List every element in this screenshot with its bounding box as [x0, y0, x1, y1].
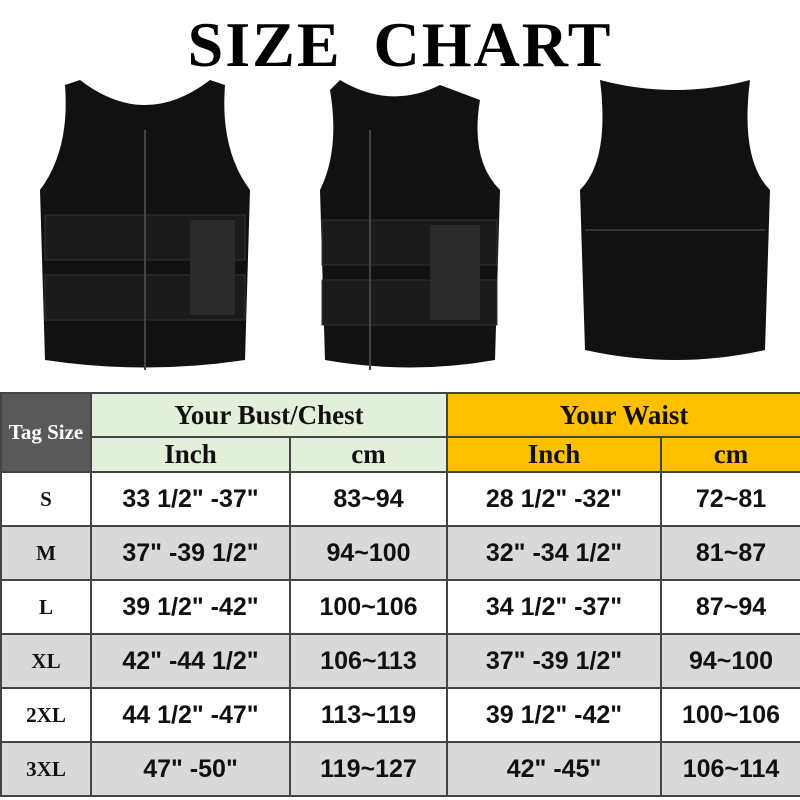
bust-inch-cell: 37" -39 1/2": [90, 525, 291, 581]
size-cell: 3XL: [0, 741, 92, 797]
bust-cm-cell: 106~113: [288, 633, 449, 689]
waist-inch-cell: 32" -34 1/2": [446, 525, 663, 581]
waist-inch-cell: 39 1/2" -42": [446, 687, 663, 743]
waist-cm-cell: 72~81: [660, 471, 800, 527]
bust-cm-cell: 100~106: [288, 579, 449, 635]
size-cell: 2XL: [0, 687, 92, 743]
bust-cm-cell: 119~127: [288, 741, 449, 797]
waist-cm-header: cm: [660, 436, 800, 473]
waist-cm-cell: 100~106: [660, 687, 800, 743]
table-row: S 33 1/2" -37" 83~94 28 1/2" -32" 72~81: [0, 471, 800, 527]
bust-cm-cell: 83~94: [288, 471, 449, 527]
bust-inch-cell: 39 1/2" -42": [90, 579, 291, 635]
table-row: XL 42" -44 1/2" 106~113 37" -39 1/2" 94~100: [0, 633, 800, 689]
waist-cm-cell: 106~114: [660, 741, 800, 797]
waist-inch-header: Inch: [446, 436, 663, 473]
bust-inch-cell: 42" -44 1/2": [90, 633, 291, 689]
bust-cm-cell: 113~119: [288, 687, 449, 743]
waist-inch-cell: 34 1/2" -37": [446, 579, 663, 635]
tag-size-header: Tag Size: [0, 392, 92, 473]
table-row: L 39 1/2" -42" 100~106 34 1/2" -37" 87~94: [0, 579, 800, 635]
size-cell: L: [0, 579, 92, 635]
table-row: 3XL 47" -50" 119~127 42" -45" 106~114: [0, 741, 800, 797]
bust-cm-header: cm: [288, 436, 449, 473]
bust-header: Your Bust/Chest: [89, 392, 449, 438]
waist-cm-cell: 81~87: [660, 525, 800, 581]
size-cell: XL: [0, 633, 92, 689]
waist-cm-cell: 87~94: [660, 579, 800, 635]
vest-back-image: [580, 80, 770, 360]
table-row: M 37" -39 1/2" 94~100 32" -34 1/2" 81~87: [0, 525, 800, 581]
bust-inch-cell: 44 1/2" -47": [90, 687, 291, 743]
waist-inch-cell: 42" -45": [446, 741, 663, 797]
bust-inch-cell: 47" -50": [90, 741, 291, 797]
size-cell: M: [0, 525, 92, 581]
waist-header: Your Waist: [446, 392, 800, 438]
bust-inch-cell: 33 1/2" -37": [90, 471, 291, 527]
vest-front-image: [40, 80, 250, 370]
size-table: Tag Size Your Bust/Chest Your Waist Inch…: [0, 392, 800, 797]
bust-cm-cell: 94~100: [288, 525, 449, 581]
waist-cm-cell: 94~100: [660, 633, 800, 689]
vest-side-image: [320, 80, 500, 370]
table-row: 2XL 44 1/2" -47" 113~119 39 1/2" -42" 100~10…: [0, 687, 800, 743]
size-cell: S: [0, 471, 92, 527]
bust-inch-header: Inch: [90, 436, 291, 473]
page-title: SIZE CHART: [187, 9, 613, 80]
waist-inch-cell: 28 1/2" -32": [446, 471, 663, 527]
waist-inch-cell: 37" -39 1/2": [446, 633, 663, 689]
